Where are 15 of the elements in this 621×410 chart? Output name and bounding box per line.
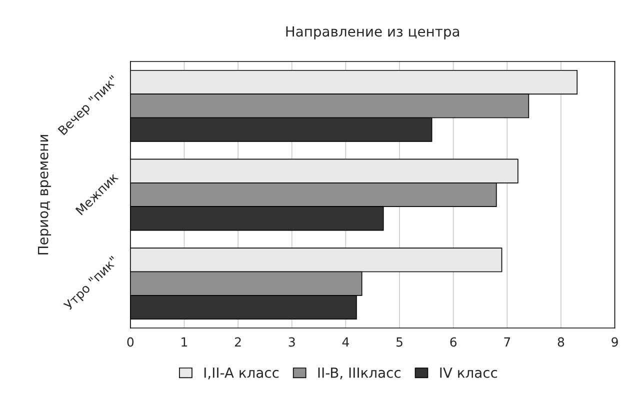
legend-label: II-B, IIIкласс — [318, 368, 400, 380]
x-tick-label: 9 — [612, 337, 618, 347]
legend-label: IV класс — [440, 368, 498, 378]
x-tick-label: 0 — [127, 337, 134, 347]
y-axis-title: Период времени — [38, 135, 51, 254]
x-tick-label: 3 — [288, 337, 295, 347]
chart-title: Направление из центра — [286, 26, 460, 40]
legend-label: I,II-A класс — [204, 368, 279, 380]
x-tick-label: 4 — [342, 337, 349, 347]
x-tick-label: 2 — [234, 337, 241, 347]
x-tick-label: 5 — [396, 337, 402, 347]
x-tick-label: 1 — [182, 337, 188, 347]
x-tick-label: 7 — [504, 337, 510, 347]
x-tick-label: 6 — [450, 337, 457, 347]
x-tick-label: 8 — [558, 337, 564, 347]
